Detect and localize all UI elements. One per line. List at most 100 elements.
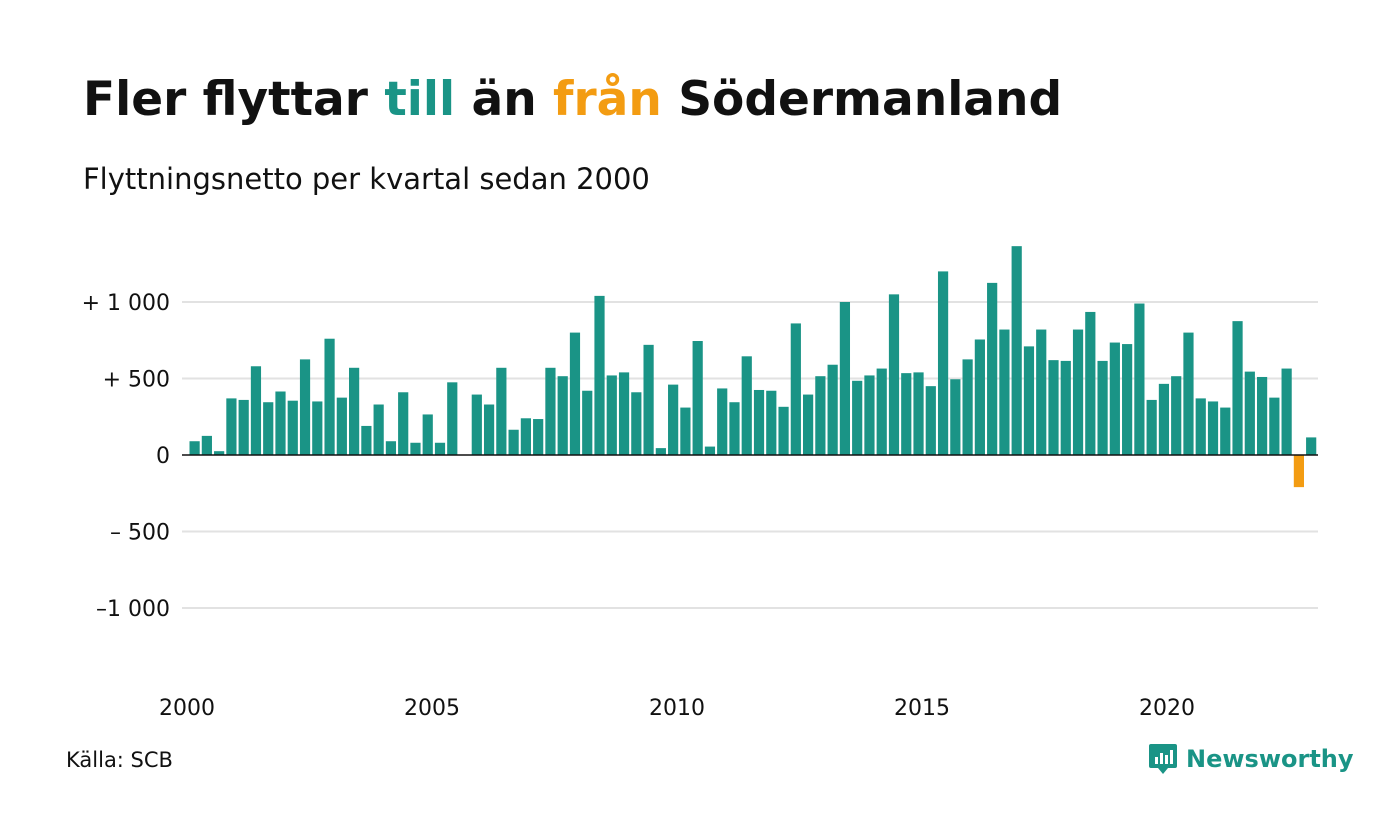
title-part-fran: från — [553, 72, 662, 127]
title-part-5: Södermanland — [661, 72, 1063, 127]
chart-title: Fler flyttar till än från Södermanland — [83, 72, 1062, 127]
bar — [1097, 360, 1108, 455]
bar — [1171, 376, 1182, 455]
bar — [1195, 398, 1206, 455]
bar — [717, 388, 728, 455]
bar — [410, 442, 421, 455]
bars — [189, 246, 1317, 488]
bar — [962, 359, 973, 456]
y-tick-label: + 1 000 — [82, 291, 170, 316]
chart-subtitle: Flyttningsnetto per kvartal sedan 2000 — [83, 162, 650, 196]
bar — [1220, 407, 1231, 455]
bar — [582, 390, 593, 455]
bar — [913, 372, 924, 455]
bar — [704, 446, 716, 455]
bar — [508, 429, 519, 455]
bar — [901, 373, 912, 455]
bar — [201, 435, 212, 456]
bar — [1183, 332, 1194, 455]
bar — [631, 392, 642, 455]
y-axis-labels: + 1 000 + 500 0 – 500 –1 000 — [82, 291, 170, 622]
bar — [349, 367, 360, 455]
bar — [1122, 344, 1133, 455]
bar — [1158, 383, 1170, 455]
newsworthy-logo-icon — [1149, 744, 1177, 774]
bar — [643, 344, 654, 455]
bar — [398, 392, 409, 455]
bar — [668, 384, 679, 455]
y-tick-label: –1 000 — [96, 597, 170, 622]
bar — [803, 394, 814, 455]
bar — [852, 380, 863, 455]
bar — [496, 367, 507, 455]
bar — [385, 441, 397, 455]
bar — [827, 364, 838, 455]
bar — [1048, 360, 1059, 455]
bar — [447, 382, 458, 455]
brand-name: Newsworthy — [1186, 745, 1354, 773]
x-tick-label: 2010 — [649, 696, 705, 721]
x-tick-label: 2020 — [1139, 696, 1195, 721]
bar — [741, 356, 752, 455]
bar — [1085, 311, 1096, 455]
bar — [275, 391, 286, 455]
bar — [974, 339, 985, 455]
bar — [1256, 376, 1268, 455]
bar — [618, 372, 630, 455]
bar — [324, 338, 335, 455]
bar — [336, 397, 347, 456]
bar — [1269, 397, 1280, 456]
bar — [1109, 342, 1120, 455]
bar — [361, 425, 372, 455]
y-tick-label: + 500 — [103, 368, 170, 393]
bar — [655, 448, 666, 455]
bar — [692, 341, 703, 455]
bar — [876, 368, 887, 455]
bar — [888, 294, 900, 455]
bar-chart: + 1 000 + 500 0 – 500 –1 000 2000 2005 2010 201… — [82, 246, 1318, 721]
y-tick-label: 0 — [156, 444, 170, 469]
bar — [815, 376, 826, 455]
bar — [263, 402, 274, 455]
bar — [483, 404, 495, 455]
bar — [287, 400, 298, 455]
bar — [250, 366, 262, 455]
bar — [594, 295, 605, 455]
bar — [1134, 303, 1145, 455]
y-tick-label: – 500 — [110, 521, 170, 546]
bar — [987, 282, 998, 456]
bar — [471, 394, 482, 455]
bar — [545, 367, 556, 455]
bar — [753, 389, 765, 455]
bar — [937, 271, 949, 455]
bar — [1306, 437, 1317, 455]
bar — [950, 379, 961, 455]
x-axis-labels: 2000 2005 2010 2015 2020 — [159, 696, 1195, 721]
bar — [1207, 401, 1219, 455]
bar — [533, 419, 544, 455]
x-tick-label: 2015 — [894, 696, 950, 721]
bar — [790, 323, 801, 455]
bar — [557, 376, 568, 455]
bar — [1146, 399, 1157, 455]
bar — [1011, 246, 1022, 455]
brand-logo[interactable]: Newsworthy — [1148, 742, 1354, 776]
bar — [1072, 329, 1084, 455]
bar — [1232, 321, 1243, 456]
bar — [1244, 371, 1255, 455]
bar — [189, 441, 200, 455]
bar — [226, 398, 237, 455]
bar — [864, 375, 875, 455]
bar — [373, 404, 384, 455]
bar — [606, 375, 617, 455]
title-part-3: än — [455, 72, 554, 127]
bar — [999, 329, 1010, 455]
bar — [729, 402, 740, 455]
bar — [1281, 368, 1292, 455]
bar — [434, 442, 446, 455]
bar — [766, 390, 777, 455]
bar — [680, 407, 691, 455]
bar — [1036, 329, 1047, 455]
x-tick-label: 2005 — [404, 696, 460, 721]
bar — [1293, 455, 1304, 488]
